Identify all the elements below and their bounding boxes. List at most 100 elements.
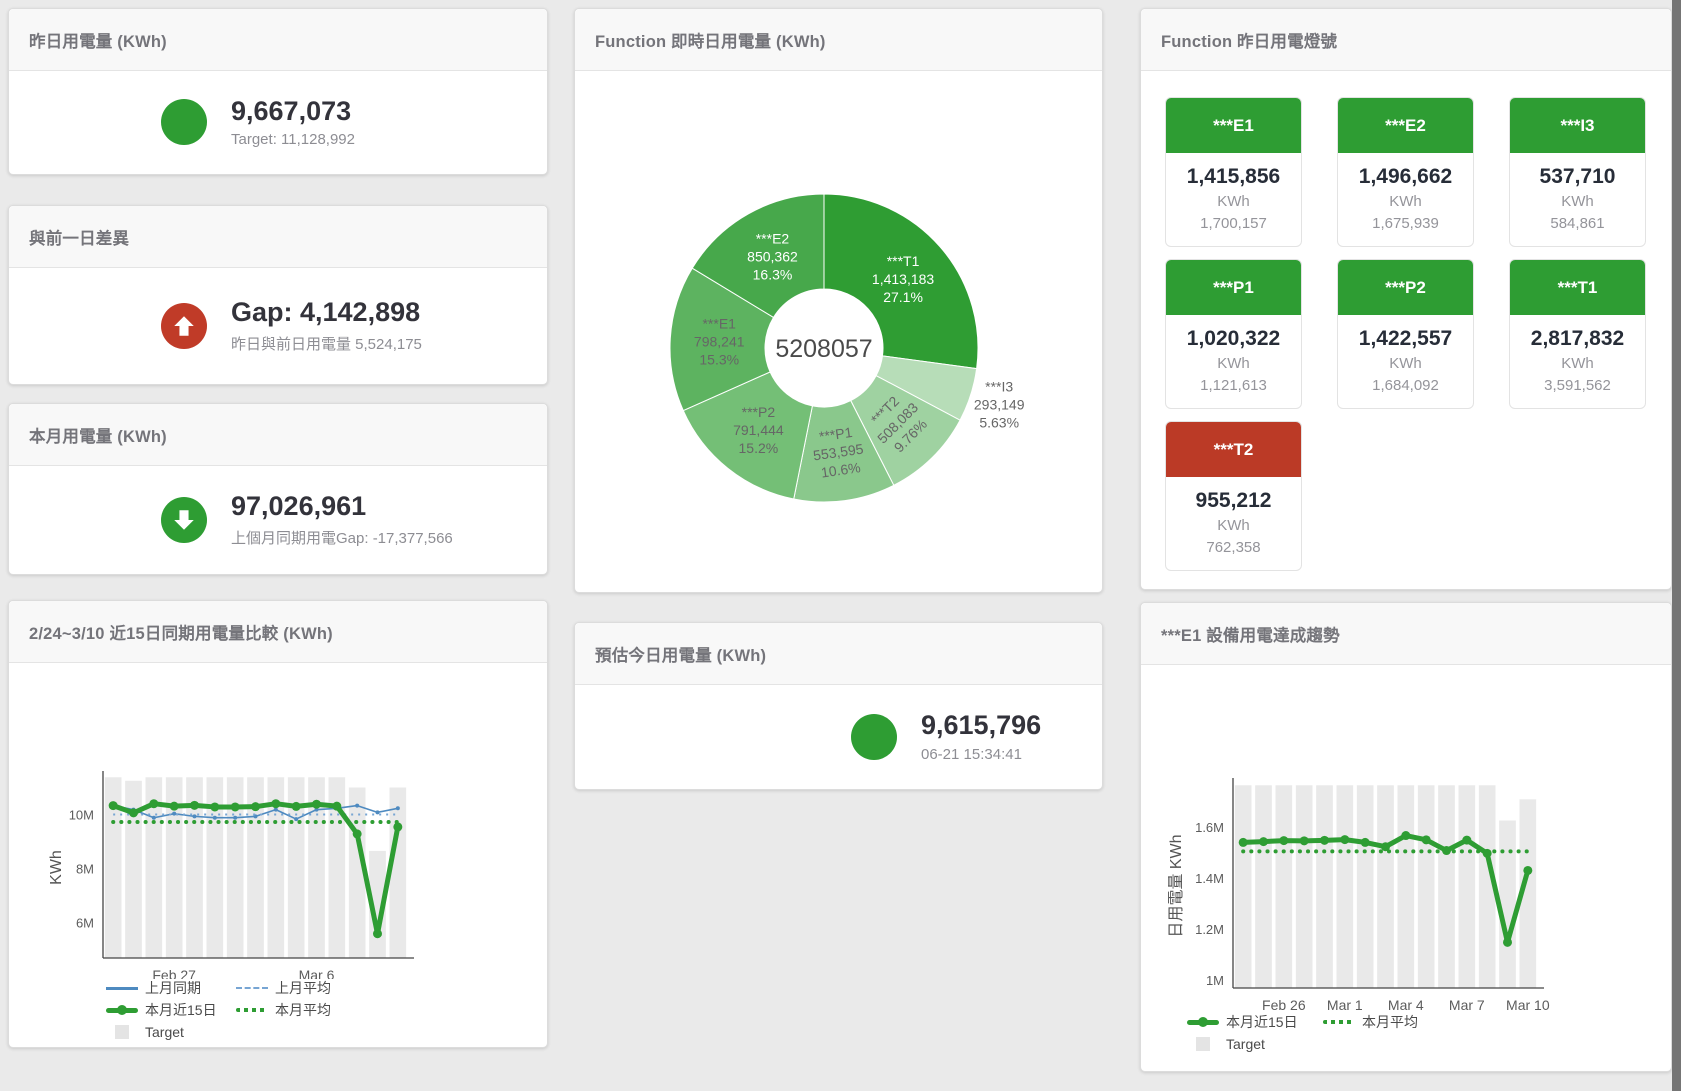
- series-line-icon: [236, 987, 268, 989]
- svg-text:6M: 6M: [76, 915, 94, 930]
- card-realtime-donut: Function 即時日用電量 (KWh) ***T1 1,413,183 27.1…: [574, 8, 1103, 593]
- light-tile-value: 1,496,662: [1358, 165, 1453, 188]
- light-tile-target: 584,861: [1550, 215, 1605, 232]
- card-header: 預估今日用電量 (KWh): [575, 623, 1102, 685]
- donut-slice: [682, 371, 813, 500]
- card-header: ***E1 設備用電達成趨勢: [1141, 603, 1671, 665]
- svg-text:***I3: ***I3: [985, 378, 1013, 394]
- svg-text:***T1: ***T1: [887, 253, 920, 269]
- svg-text:293,149: 293,149: [974, 396, 1025, 412]
- svg-text:5208057: 5208057: [775, 335, 872, 363]
- svg-text:***E1: ***E1: [702, 315, 736, 331]
- svg-text:27.1%: 27.1%: [883, 289, 923, 305]
- svg-text:1.4M: 1.4M: [1195, 871, 1224, 886]
- legend-label: 本月平均: [1362, 1014, 1418, 1030]
- svg-text:15.2%: 15.2%: [739, 440, 779, 456]
- trend-chart-legend: 本月近15日 本月平均 Target: [1187, 1013, 1459, 1053]
- light-tile-body: 1,020,322 KWh 1,121,613: [1166, 315, 1301, 408]
- light-tile-body: 1,496,662 KWh 1,675,939: [1338, 153, 1473, 246]
- light-tile-unit: KWh: [1217, 193, 1250, 210]
- light-tile-target: 762,358: [1206, 539, 1261, 556]
- series-line-icon: [1187, 1017, 1219, 1027]
- donut-chart[interactable]: ***T11,413,18327.1%***I3293,1495.63%***T…: [575, 71, 1104, 594]
- legend-item[interactable]: 上月同期: [106, 979, 236, 997]
- light-tile-label: ***E2: [1338, 98, 1473, 153]
- light-tile-body: 2,817,832 KWh 3,591,562: [1510, 315, 1645, 408]
- donut-slice: [691, 193, 825, 319]
- lights-grid: ***E1 1,415,856 KWh 1,700,157 ***E2 1,496,662…: [1141, 71, 1671, 597]
- card-header: 本月用電量 (KWh): [9, 404, 547, 466]
- light-tile-unit: KWh: [1217, 517, 1250, 534]
- svg-text:10.6%: 10.6%: [820, 459, 862, 480]
- card-title: 昨日用電量 (KWh): [29, 32, 167, 51]
- trend-chart[interactable]: 1M 1.2M 1.4M 1.6M Feb 26 Mar 1 Mar 4 Mar 7 Mar 1…: [1141, 666, 1673, 1011]
- card-title: Function 即時日用電量 (KWh): [595, 32, 826, 51]
- legend-item[interactable]: 上月平均: [236, 979, 366, 997]
- svg-text:Mar 6: Mar 6: [299, 967, 335, 979]
- series-line-icon: [236, 1008, 268, 1012]
- svg-text:日用電量 KWh: 日用電量 KWh: [1168, 834, 1185, 937]
- svg-text:1M: 1M: [1206, 973, 1224, 988]
- svg-text:8M: 8M: [76, 861, 94, 876]
- light-tile[interactable]: ***I3 537,710 KWh 584,861: [1509, 97, 1646, 247]
- light-tile[interactable]: ***T2 955,212 KWh 762,358: [1165, 421, 1302, 571]
- svg-text:Mar 10: Mar 10: [1506, 997, 1550, 1011]
- card-title: Function 昨日用電燈號: [1161, 32, 1338, 51]
- light-tile-unit: KWh: [1389, 193, 1422, 210]
- light-tile-unit: KWh: [1389, 355, 1422, 372]
- svg-text:Mar 1: Mar 1: [1327, 997, 1363, 1011]
- light-tile-unit: KWh: [1561, 193, 1594, 210]
- card-yesterday-usage: 昨日用電量 (KWh) 9,667,073 Target: 11,128,992: [8, 8, 548, 175]
- card-title: 預估今日用電量 (KWh): [595, 646, 767, 665]
- legend-label: 上月平均: [275, 980, 331, 996]
- legend-item[interactable]: Target: [106, 1023, 236, 1041]
- light-tile-value: 2,817,832: [1530, 327, 1625, 350]
- legend-item[interactable]: 本月近15日: [106, 1001, 236, 1019]
- svg-text:1,413,183: 1,413,183: [872, 271, 934, 287]
- svg-text:553,595: 553,595: [812, 441, 865, 464]
- svg-text:***E2: ***E2: [756, 231, 790, 247]
- light-tile[interactable]: ***P1 1,020,322 KWh 1,121,613: [1165, 259, 1302, 409]
- month-usage-gap: 上個月同期用電Gap: -17,377,566: [231, 529, 453, 547]
- light-tile-target: 1,675,939: [1372, 215, 1439, 232]
- card-title: 本月用電量 (KWh): [29, 427, 167, 446]
- light-tile-body: 1,415,856 KWh 1,700,157: [1166, 153, 1301, 246]
- yesterday-usage-target: Target: 11,128,992: [231, 131, 355, 149]
- series-line-icon: [106, 1005, 138, 1015]
- svg-text:15.3%: 15.3%: [699, 351, 739, 367]
- light-tile-target: 1,700,157: [1200, 215, 1267, 232]
- month-usage-value: 97,026,961: [231, 491, 367, 522]
- legend-item[interactable]: 本月平均: [1323, 1013, 1459, 1031]
- legend-label: 上月同期: [145, 980, 201, 996]
- light-tile[interactable]: ***E2 1,496,662 KWh 1,675,939: [1337, 97, 1474, 247]
- svg-text:16.3%: 16.3%: [753, 267, 793, 283]
- svg-text:Feb 26: Feb 26: [1262, 997, 1306, 1011]
- light-tile[interactable]: ***T1 2,817,832 KWh 3,591,562: [1509, 259, 1646, 409]
- day-gap-stat: Gap: 4,142,898 昨日與前日用電量 5,524,175: [9, 268, 547, 383]
- card-title: ***E1 設備用電達成趨勢: [1161, 626, 1340, 645]
- light-tile-body: 537,710 KWh 584,861: [1510, 153, 1645, 246]
- card-header: Function 即時日用電量 (KWh): [575, 9, 1102, 71]
- card-header: 昨日用電量 (KWh): [9, 9, 547, 71]
- legend-item[interactable]: 本月近15日: [1187, 1013, 1323, 1031]
- legend-label: 本月平均: [275, 1002, 331, 1018]
- light-tile[interactable]: ***E1 1,415,856 KWh 1,700,157: [1165, 97, 1302, 247]
- legend-item[interactable]: 本月平均: [236, 1001, 366, 1019]
- legend-item[interactable]: Target: [1187, 1035, 1323, 1053]
- svg-text:Feb 27: Feb 27: [152, 967, 196, 979]
- card-today-estimate: 預估今日用電量 (KWh) 9,615,796 06-21 15:34:41: [574, 622, 1103, 790]
- scrollbar[interactable]: [1672, 0, 1681, 1091]
- svg-text:1.2M: 1.2M: [1195, 922, 1224, 937]
- light-tile-label: ***T2: [1166, 422, 1301, 477]
- today-estimate-stat: 9,615,796 06-21 15:34:41: [575, 685, 1102, 788]
- series-line-icon: [106, 986, 138, 990]
- light-tile-label: ***E1: [1166, 98, 1301, 153]
- comparison-chart[interactable]: 6M 8M 10M Feb 27 Mar 6 KWh: [9, 664, 549, 979]
- light-tile[interactable]: ***P2 1,422,557 KWh 1,684,092: [1337, 259, 1474, 409]
- day-gap-value: Gap: 4,142,898: [231, 297, 421, 328]
- light-tile-value: 1,422,557: [1358, 327, 1453, 350]
- day-gap-sub: 昨日與前日用電量 5,524,175: [231, 335, 422, 353]
- light-tile-label: ***I3: [1510, 98, 1645, 153]
- card-header: Function 昨日用電燈號: [1141, 9, 1671, 71]
